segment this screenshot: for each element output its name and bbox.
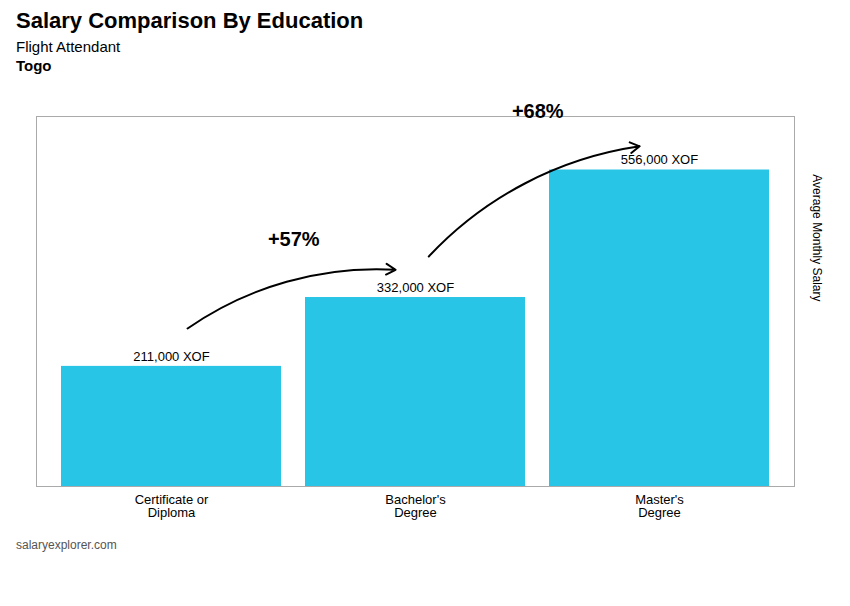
svg-text:211,000 XOF: 211,000 XOF xyxy=(133,349,209,364)
svg-text:Bachelor'sDegree: Bachelor'sDegree xyxy=(385,492,446,520)
html-text:Togo: Togo xyxy=(16,57,52,74)
svg-text:+57%: +57% xyxy=(268,228,320,250)
svg-text:Certificate orDiploma: Certificate orDiploma xyxy=(135,492,209,520)
html-text:salaryexplorer.com: salaryexplorer.com xyxy=(16,538,117,552)
svg-text:+68%: +68% xyxy=(512,100,564,122)
svg-text:Master'sDegree: Master'sDegree xyxy=(635,492,684,520)
svg-text:556,000 XOF: 556,000 XOF xyxy=(621,152,698,167)
html-text:Salary Comparison By Education: Salary Comparison By Education xyxy=(16,8,364,33)
svg-text:Average Monthly Salary: Average Monthly Salary xyxy=(810,174,824,301)
html-text:Flight Attendant: Flight Attendant xyxy=(16,38,121,55)
svg-text:332,000 XOF: 332,000 XOF xyxy=(377,280,454,295)
